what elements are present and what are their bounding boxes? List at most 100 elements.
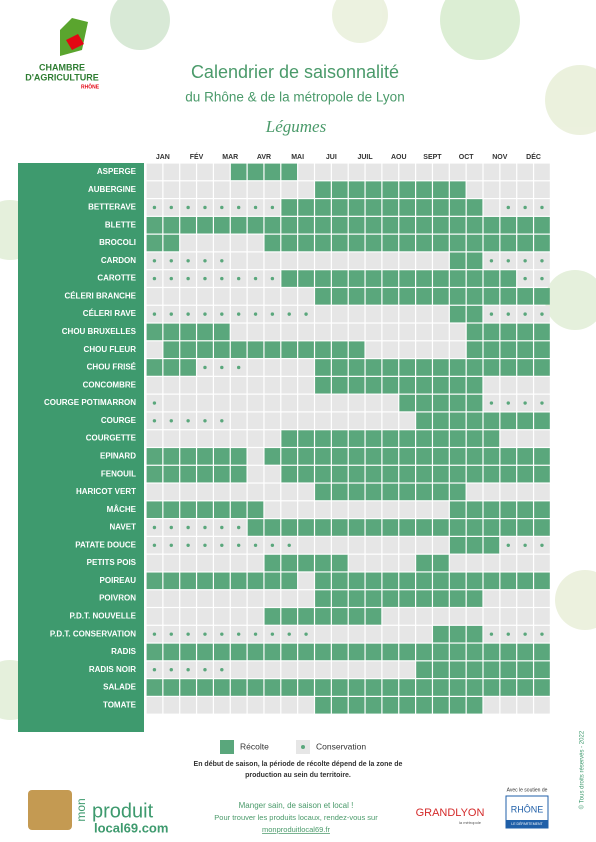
harvest-cell bbox=[449, 465, 466, 483]
cell bbox=[163, 483, 180, 501]
row-label: NAVET bbox=[109, 523, 136, 532]
cell bbox=[247, 465, 264, 483]
harvest-cell bbox=[281, 608, 298, 625]
cell bbox=[315, 252, 331, 270]
cell bbox=[331, 394, 348, 412]
harvest-cell bbox=[315, 554, 331, 572]
row-label: FENOUIL bbox=[101, 469, 136, 478]
legend-swatch bbox=[220, 740, 234, 754]
cell bbox=[433, 608, 449, 625]
row-label: CARDON bbox=[101, 256, 136, 265]
cell bbox=[483, 376, 500, 394]
cell bbox=[466, 483, 483, 501]
harvest-cell bbox=[315, 181, 331, 198]
cell bbox=[281, 590, 298, 607]
harvest-cell bbox=[433, 519, 449, 536]
row-cells bbox=[146, 359, 550, 376]
storage-dot bbox=[169, 276, 173, 281]
cell bbox=[281, 288, 298, 305]
storage-dot bbox=[186, 632, 190, 636]
harvest-cell bbox=[180, 359, 196, 376]
harvest-cell bbox=[247, 341, 264, 358]
row-cells bbox=[146, 216, 550, 234]
label-column bbox=[18, 163, 144, 732]
cell bbox=[348, 501, 365, 518]
cell bbox=[315, 163, 331, 181]
harvest-cell bbox=[214, 465, 230, 483]
basket-logo bbox=[28, 790, 72, 830]
harvest-cell bbox=[247, 572, 264, 590]
storage-dot bbox=[489, 259, 494, 263]
cell bbox=[247, 323, 264, 341]
storage-dot bbox=[236, 543, 241, 547]
cell bbox=[230, 483, 247, 501]
cell bbox=[399, 501, 415, 518]
cell bbox=[146, 608, 163, 625]
row-cells bbox=[146, 305, 550, 323]
cell bbox=[298, 661, 314, 679]
harvest-cell bbox=[382, 234, 399, 252]
cell bbox=[298, 536, 314, 554]
harvest-cell bbox=[348, 679, 365, 696]
cell bbox=[247, 181, 264, 198]
harvest-cell bbox=[197, 341, 213, 358]
storage-dot bbox=[523, 401, 527, 405]
month-label: MAI bbox=[291, 154, 304, 161]
harvest-cell bbox=[365, 234, 382, 252]
harvest-cell bbox=[416, 288, 432, 305]
cell bbox=[264, 590, 281, 607]
harvest-cell bbox=[382, 270, 399, 287]
cell bbox=[214, 483, 230, 501]
storage-dot bbox=[506, 401, 510, 405]
cell bbox=[399, 554, 415, 572]
cell bbox=[264, 394, 281, 412]
cell bbox=[433, 323, 449, 341]
harvest-cell bbox=[315, 448, 331, 465]
harvest-cell bbox=[466, 465, 483, 483]
cell bbox=[298, 590, 314, 607]
harvest-cell bbox=[466, 323, 483, 341]
cell bbox=[365, 661, 382, 679]
storage-dot bbox=[152, 668, 157, 672]
harvest-cell bbox=[399, 199, 415, 216]
harvest-cell bbox=[416, 697, 432, 714]
cell bbox=[416, 608, 432, 625]
harvest-cell bbox=[534, 643, 550, 661]
harvest-cell bbox=[348, 234, 365, 252]
cell bbox=[382, 323, 399, 341]
harvest-cell bbox=[365, 608, 382, 625]
info: Pour trouver les produits locaux, rendez… bbox=[214, 813, 378, 822]
storage-dot bbox=[220, 632, 224, 636]
harvest-cell bbox=[331, 572, 348, 590]
cell bbox=[433, 341, 449, 358]
harvest-cell bbox=[483, 341, 500, 358]
harvest-cell bbox=[365, 270, 382, 287]
brand-text: local69.com bbox=[94, 820, 168, 835]
cell bbox=[264, 412, 281, 430]
cell bbox=[298, 288, 314, 305]
storage-dot bbox=[186, 259, 190, 263]
harvest-cell bbox=[399, 448, 415, 465]
harvest-cell bbox=[146, 448, 163, 465]
harvest-cell bbox=[500, 234, 517, 252]
harvest-cell bbox=[281, 519, 298, 536]
cell bbox=[281, 394, 298, 412]
cell bbox=[449, 341, 466, 358]
brand-text: produit bbox=[92, 800, 154, 822]
harvest-cell bbox=[466, 697, 483, 714]
harvest-cell bbox=[230, 643, 247, 661]
harvest-cell bbox=[163, 341, 180, 358]
storage-dot bbox=[186, 543, 190, 547]
dept-logo: LE DÉPARTEMENT bbox=[511, 821, 543, 826]
harvest-cell bbox=[331, 270, 348, 287]
storage-dot bbox=[186, 668, 190, 672]
harvest-cell bbox=[534, 572, 550, 590]
url[interactable]: monproduitlocal69.fr bbox=[262, 825, 330, 834]
harvest-cell bbox=[449, 359, 466, 376]
harvest-cell bbox=[214, 323, 230, 341]
harvest-cell bbox=[500, 270, 517, 287]
harvest-cell bbox=[449, 412, 466, 430]
cell bbox=[264, 661, 281, 679]
logo-text: CHAMBRE bbox=[39, 62, 85, 72]
harvest-cell bbox=[331, 288, 348, 305]
